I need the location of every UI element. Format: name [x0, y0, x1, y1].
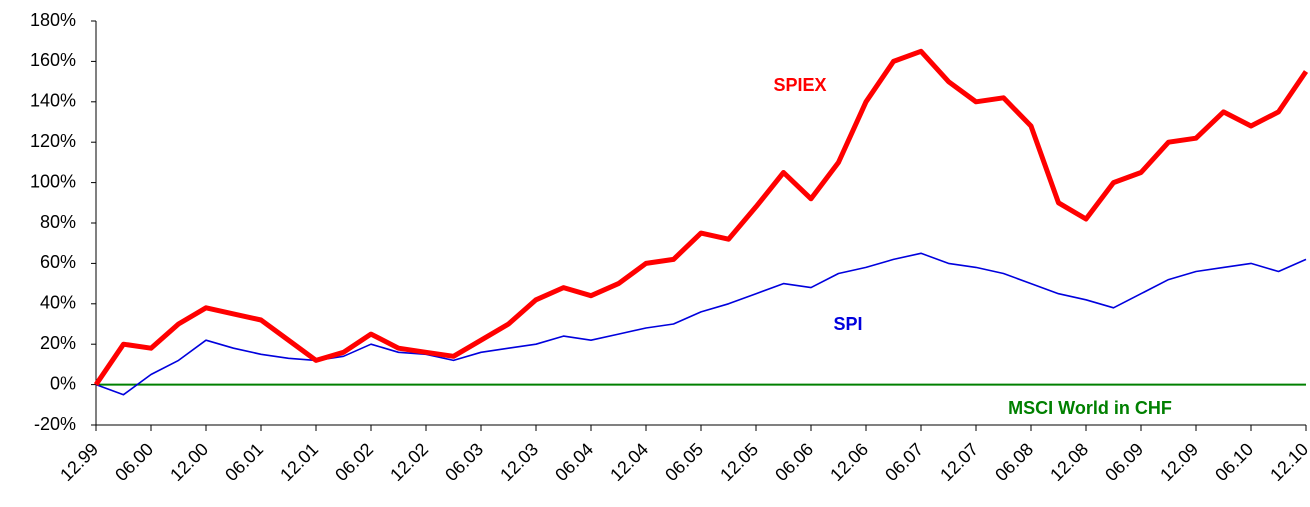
series-line [95, 252, 1307, 396]
y-tick-label: 160% [30, 50, 76, 70]
x-tick-label: 12.02 [386, 439, 432, 485]
x-tick-label: 06.01 [221, 439, 267, 485]
x-tick-label: 06.05 [661, 439, 707, 485]
x-tick-label: 06.03 [441, 439, 487, 485]
y-tick-label: 0% [50, 373, 76, 393]
x-tick-label: 12.00 [166, 439, 212, 485]
x-tick-label: 12.07 [936, 439, 982, 485]
y-tick-label: 140% [30, 91, 76, 111]
x-tick-label: 06.09 [1101, 439, 1147, 485]
series-line [93, 48, 1309, 387]
x-tick-label: 12.09 [1156, 439, 1202, 485]
x-tick-label: 06.10 [1211, 439, 1257, 485]
x-tick-label: 06.02 [331, 439, 377, 485]
x-tick-label: 12.10 [1266, 439, 1310, 485]
x-tick-label: 12.05 [716, 439, 762, 485]
x-tick-label: 12.03 [496, 439, 542, 485]
y-tick-label: 20% [40, 333, 76, 353]
x-tick-label: 06.08 [991, 439, 1037, 485]
x-tick-label: 06.04 [551, 439, 597, 485]
y-tick-label: -20% [34, 414, 76, 434]
x-tick-label: 06.00 [111, 439, 157, 485]
x-tick-label: 12.06 [826, 439, 872, 485]
y-tick-label: 40% [40, 293, 76, 313]
x-tick-label: 12.01 [276, 439, 322, 485]
y-tick-label: 100% [30, 171, 76, 191]
x-tick-label: 12.08 [1046, 439, 1092, 485]
y-tick-label: 120% [30, 131, 76, 151]
series-label: SPI [833, 314, 862, 334]
y-tick-label: 180% [30, 10, 76, 30]
x-tick-label: 06.06 [771, 439, 817, 485]
y-tick-label: 80% [40, 212, 76, 232]
y-tick-label: 60% [40, 252, 76, 272]
x-tick-label: 12.04 [606, 439, 652, 485]
series-label: SPIEX [773, 75, 826, 95]
x-tick-label: 06.07 [881, 439, 927, 485]
x-tick-label: 12.99 [56, 439, 102, 485]
series-label: MSCI World in CHF [1008, 398, 1172, 418]
